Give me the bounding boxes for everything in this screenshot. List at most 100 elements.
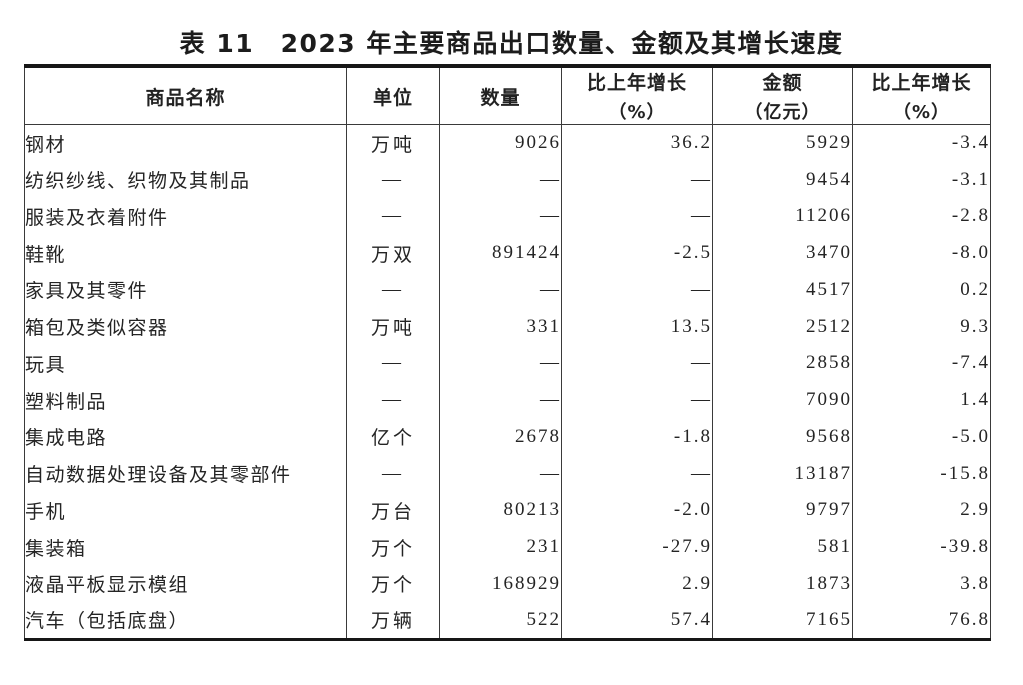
col-header-quantity-growth-label: 比上年增长 [586, 72, 687, 94]
col-header-value-growth: 比上年增长 （%） [852, 66, 991, 125]
header-row: 商品名称 单位 数量 比上年增长 （%） 金额 （亿元） [24, 66, 991, 125]
cell-name: 手机 [24, 492, 347, 529]
cell-name: 鞋靴 [24, 234, 347, 272]
col-header-value-growth-label: 比上年增长 [871, 72, 972, 94]
table-row: 纺织纱线、织物及其制品 — — —9454 -3.1 [24, 161, 991, 198]
cell-quantity-growth: 2.9 [561, 565, 713, 603]
cell-quantity: 231 [439, 528, 562, 566]
table-row: 箱包及类似容器 万吨 331 13.5 2512 9.3 [24, 308, 991, 345]
cell-name: 钢材 [24, 124, 347, 162]
cell-value: 7165 [712, 602, 853, 639]
cell-quantity: 331 [439, 308, 562, 345]
col-header-name-label: 商品名称 [145, 86, 226, 109]
table-row: 玩具 — — —2858 -7.4 [24, 345, 991, 382]
cell-name: 服装及衣着附件 [24, 198, 347, 235]
cell-name: 塑料制品 [24, 381, 347, 419]
cell-quantity: 891424 [439, 234, 562, 272]
table-row: 家具及其零件 — — —4517 0.2 [24, 271, 991, 309]
table-row: 塑料制品 — — —7090 1.4 [24, 381, 991, 419]
cell-value: 9568 [712, 418, 853, 456]
col-header-quantity-growth: 比上年增长 （%） [561, 66, 713, 125]
cell-name: 玩具 [24, 345, 347, 382]
cell-name: 自动数据处理设备及其零部件 [24, 455, 347, 492]
cell-name: 箱包及类似容器 [24, 308, 347, 345]
cell-value-growth: -5.0 [852, 418, 991, 456]
cell-name: 家具及其零件 [24, 271, 347, 309]
cell-value: 9454 [712, 161, 853, 198]
cell-quantity-growth: — [561, 455, 713, 492]
col-header-value-sub: （亿元） [744, 102, 821, 123]
col-header-value-growth-sub: （%） [892, 102, 951, 123]
cell-quantity-growth: — [561, 161, 713, 198]
col-header-value-label: 金额 [762, 72, 803, 94]
cell-value-growth: 9.3 [852, 308, 991, 345]
col-header-quantity: 数量 [439, 66, 562, 125]
cell-unit: 万辆 [346, 602, 440, 639]
cell-value: 9797 [712, 492, 853, 529]
cell-unit: 万吨 [346, 124, 440, 162]
cell-quantity-growth: — [561, 381, 713, 419]
table-header: 商品名称 单位 数量 比上年增长 （%） 金额 （亿元） [24, 66, 991, 125]
cell-name: 纺织纱线、织物及其制品 [24, 161, 347, 198]
cell-unit: — [346, 455, 440, 492]
cell-value-growth: -8.0 [852, 234, 991, 272]
cell-quantity: — [439, 161, 562, 198]
cell-unit: 万个 [346, 528, 440, 566]
cell-value: 3470 [712, 234, 853, 272]
cell-name: 汽车（包括底盘） [24, 602, 347, 639]
cell-quantity-growth: 36.2 [561, 124, 713, 162]
cell-quantity-growth: -1.8 [561, 418, 713, 456]
cell-quantity: 9026 [439, 124, 562, 162]
table-row: 服装及衣着附件 — — —11206 -2.8 [24, 198, 991, 235]
cell-quantity: 522 [439, 602, 562, 639]
cell-quantity: 80213 [439, 492, 562, 529]
cell-value-growth: 2.9 [852, 492, 991, 529]
cell-value-growth: 1.4 [852, 381, 991, 419]
col-header-value: 金额 （亿元） [712, 66, 853, 125]
cell-quantity-growth: — [561, 345, 713, 382]
col-header-unit: 单位 [346, 66, 440, 125]
cell-quantity: — [439, 198, 562, 235]
cell-value: 11206 [712, 198, 853, 235]
cell-value: 5929 [712, 124, 853, 162]
cell-quantity-growth: — [561, 271, 713, 309]
cell-name: 液晶平板显示模组 [24, 565, 347, 603]
cell-unit: — [346, 271, 440, 309]
cell-unit: 万台 [346, 492, 440, 529]
table-row: 手机 万台 80213 -2.0 9797 2.9 [24, 492, 991, 529]
cell-value-growth: -2.8 [852, 198, 991, 235]
table-row: 自动数据处理设备及其零部件 — — —13187 -15.8 [24, 455, 991, 492]
cell-quantity: 2678 [439, 418, 562, 456]
cell-unit: 万双 [346, 234, 440, 272]
cell-quantity-growth: -2.5 [561, 234, 713, 272]
cell-value-growth: -3.4 [852, 124, 991, 162]
table-row: 液晶平板显示模组 万个 168929 2.9 1873 3.8 [24, 565, 991, 603]
cell-value-growth: -3.1 [852, 161, 991, 198]
table-title: 表 11 2023 年主要商品出口数量、金额及其增长速度 [179, 29, 844, 58]
cell-value: 4517 [712, 271, 853, 309]
cell-quantity-growth: 57.4 [561, 602, 713, 639]
cell-value: 1873 [712, 565, 853, 603]
cell-unit: 万个 [346, 565, 440, 603]
cell-value-growth: 76.8 [852, 602, 991, 639]
cell-value: 13187 [712, 455, 853, 492]
cell-quantity-growth: — [561, 198, 713, 235]
cell-quantity: — [439, 381, 562, 419]
table-body: 钢材 万吨 9026 36.2 5929 -3.4 纺织纱线、织物及其制品 — — —9454 -3… [24, 124, 991, 639]
cell-name: 集成电路 [24, 418, 347, 456]
cell-quantity: — [439, 271, 562, 309]
cell-quantity-growth: 13.5 [561, 308, 713, 345]
cell-name: 集装箱 [24, 528, 347, 566]
cell-quantity: — [439, 345, 562, 382]
table-row: 钢材 万吨 9026 36.2 5929 -3.4 [24, 124, 991, 162]
table-row: 鞋靴 万双 891424 -2.5 3470 -8.0 [24, 234, 991, 272]
cell-value-growth: -15.8 [852, 455, 991, 492]
cell-quantity: 168929 [439, 565, 562, 603]
commodity-export-table: 商品名称 单位 数量 比上年增长 （%） 金额 （亿元） [24, 64, 991, 641]
cell-value-growth: -39.8 [852, 528, 991, 566]
cell-value-growth: 3.8 [852, 565, 991, 603]
col-header-name: 商品名称 [24, 66, 347, 125]
cell-unit: — [346, 198, 440, 235]
cell-quantity-growth: -2.0 [561, 492, 713, 529]
